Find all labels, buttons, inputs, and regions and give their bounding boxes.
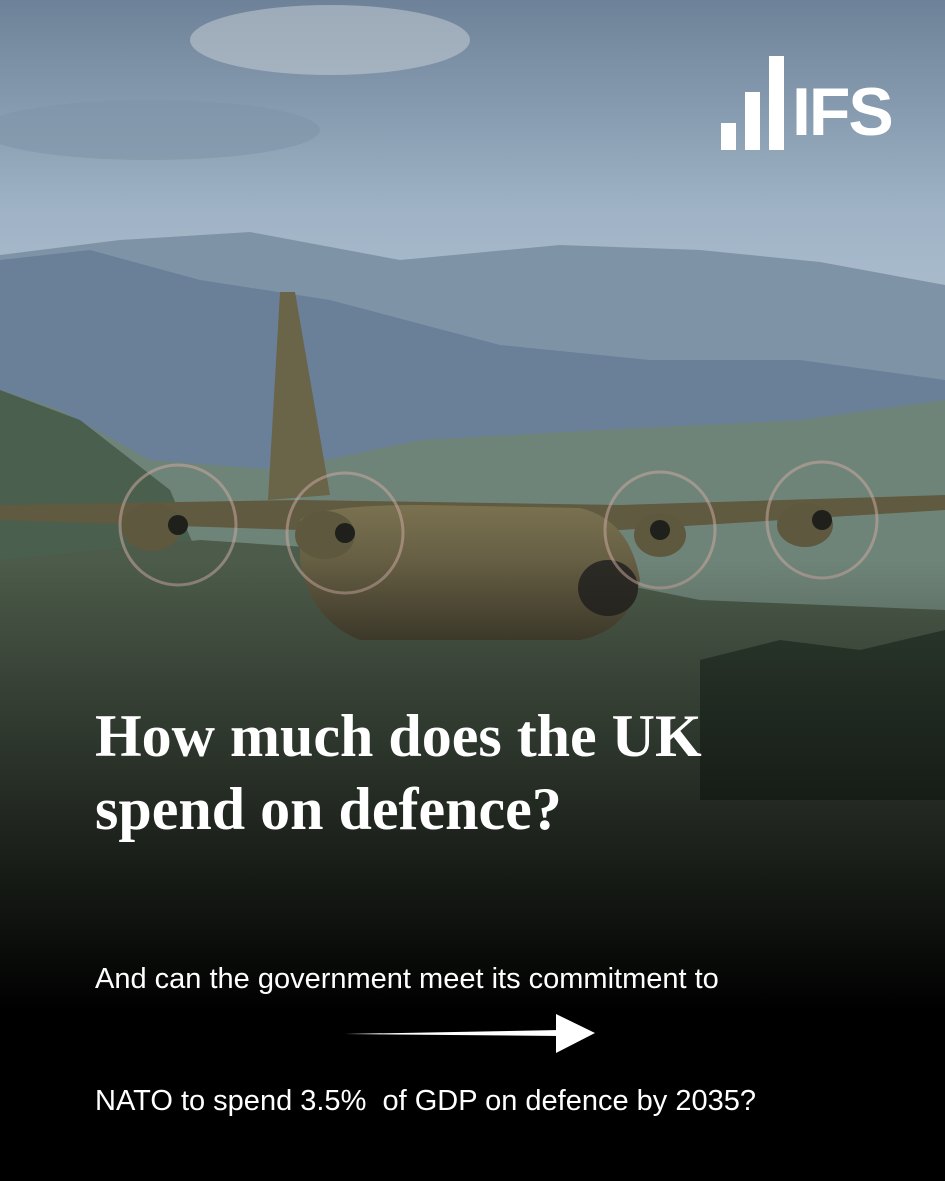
subheading: And can the government meet its commitme… — [95, 878, 756, 1181]
next-arrow[interactable] — [345, 1014, 595, 1053]
logo-text: IFS — [792, 74, 894, 150]
headline-line: spend on defence? — [95, 776, 562, 843]
subheading-line: And can the government meet its commitme… — [95, 963, 719, 996]
subheading-line: NATO to spend 3.5% of GDP on defence by … — [95, 1084, 756, 1117]
logo-mark — [721, 56, 784, 150]
headline-line: How much does the UK — [95, 703, 702, 769]
headline: How much does the UK spend on defence? — [95, 700, 702, 846]
